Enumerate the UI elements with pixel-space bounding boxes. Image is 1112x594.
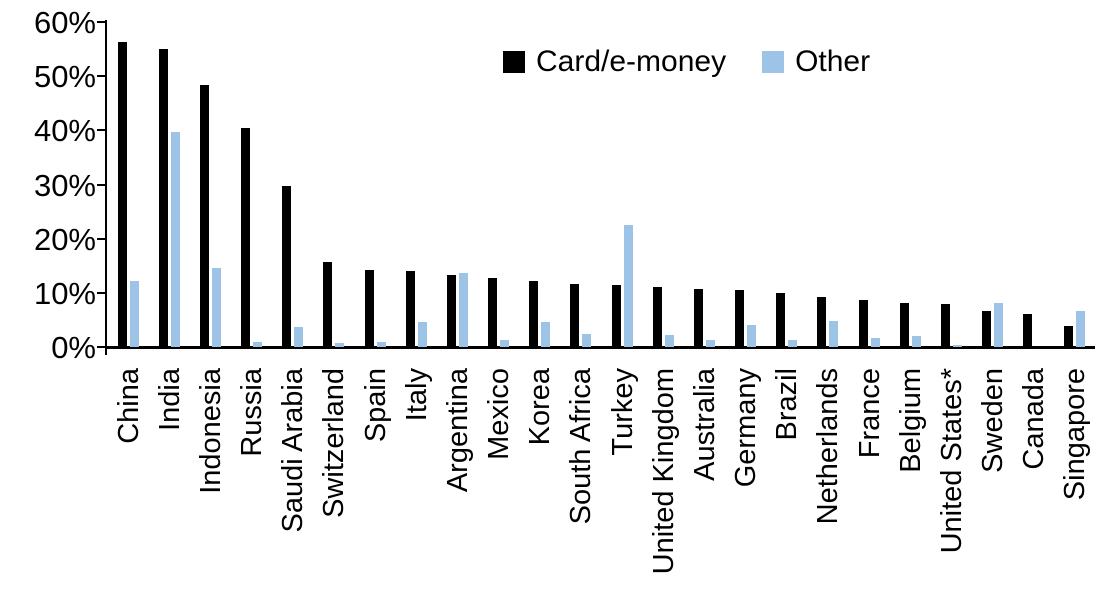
bar-other-saudi-arabia	[294, 327, 303, 347]
bar-card-e-money-brazil	[776, 293, 785, 347]
bar-card-e-money-germany	[735, 290, 744, 347]
y-axis-tick-mark-30	[97, 183, 106, 186]
legend-swatch-other	[762, 51, 785, 73]
bar-card-e-money-sweden	[982, 311, 991, 347]
bar-other-netherlands	[829, 321, 838, 347]
bar-other-brazil	[788, 340, 797, 347]
bar-other-switzerland	[335, 343, 344, 347]
bar-card-e-money-korea	[529, 281, 538, 347]
y-axis-tick-mark-20	[97, 237, 106, 240]
bar-card-e-money-china	[118, 42, 127, 347]
bar-other-korea	[541, 322, 550, 347]
bar-other-india	[171, 132, 180, 347]
bar-card-e-money-united-kingdom	[653, 287, 662, 347]
bar-other-indonesia	[212, 268, 221, 347]
legend-label-other: Other	[795, 45, 871, 78]
x-label-argentina: Argentina	[442, 368, 474, 493]
bar-other-china	[130, 281, 139, 347]
bar-other-russia	[253, 342, 262, 347]
bar-other-mexico	[500, 340, 509, 347]
bar-other-argentina	[459, 273, 468, 347]
bar-card-e-money-canada	[1023, 314, 1032, 347]
y-axis-tick-label-0: 0%	[51, 330, 96, 365]
x-label-saudi-arabia: Saudi Arabia	[277, 368, 309, 533]
x-label-brazil: Brazil	[771, 368, 803, 441]
bar-card-e-money-argentina	[447, 275, 456, 347]
bar-card-e-money-netherlands	[817, 297, 826, 347]
x-label-china: China	[113, 368, 145, 444]
y-axis-tick-label-30: 30%	[33, 167, 96, 203]
bar-card-e-money-france	[859, 300, 868, 347]
bar-card-e-money-italy	[406, 271, 415, 347]
x-label-india: India	[154, 368, 186, 431]
x-label-turkey: Turkey	[607, 368, 639, 456]
bar-other-italy	[418, 322, 427, 347]
bar-other-united-kingdom	[665, 335, 674, 347]
x-label-france: France	[854, 368, 886, 459]
x-label-singapore: Singapore	[1059, 368, 1091, 501]
y-axis-tick-label-40: 40%	[33, 113, 96, 149]
x-label-belgium: Belgium	[895, 368, 927, 473]
bar-card-e-money-australia	[694, 289, 703, 347]
bar-card-e-money-spain	[365, 270, 374, 347]
bar-card-e-money-indonesia	[200, 85, 209, 347]
x-label-korea: Korea	[524, 368, 556, 446]
x-label-australia: Australia	[689, 368, 721, 481]
bar-other-australia	[706, 340, 715, 347]
x-label-sweden: Sweden	[977, 368, 1009, 473]
y-axis-tick-mark-10	[97, 291, 106, 294]
x-label-netherlands: Netherlands	[812, 368, 844, 525]
x-axis	[105, 346, 1095, 349]
x-label-russia: Russia	[236, 368, 268, 457]
bar-other-singapore	[1076, 311, 1085, 347]
y-axis-tick-mark-40	[97, 129, 106, 132]
bar-card-e-money-belgium	[900, 303, 909, 347]
bar-other-spain	[377, 342, 386, 347]
x-label-indonesia: Indonesia	[195, 368, 227, 494]
x-label-germany: Germany	[730, 368, 762, 488]
bar-other-france	[871, 338, 880, 347]
bar-card-e-money-india	[159, 49, 168, 347]
x-label-switzerland: Switzerland	[318, 368, 350, 518]
bar-other-south-africa	[582, 334, 591, 347]
bar-other-belgium	[912, 336, 921, 347]
bar-card-e-money-switzerland	[323, 262, 332, 347]
x-label-spain: Spain	[360, 368, 392, 443]
bar-card-e-money-mexico	[488, 278, 497, 347]
y-axis-tick-mark-50	[97, 75, 106, 78]
x-label-united-states: United States*	[936, 368, 968, 554]
bar-card-e-money-south-africa	[570, 284, 579, 347]
x-label-south-africa: South Africa	[565, 368, 597, 525]
y-axis-tick-label-50: 50%	[33, 59, 96, 95]
y-axis-tick-label-10: 10%	[33, 275, 96, 311]
y-axis-tick-mark-60	[97, 21, 106, 23]
bar-other-germany	[747, 325, 756, 347]
y-axis-tick-mark-0	[97, 346, 106, 348]
bar-other-united-states	[953, 345, 962, 347]
x-label-italy: Italy	[401, 368, 433, 422]
y-axis	[105, 20, 107, 355]
bar-card-e-money-singapore	[1064, 326, 1073, 347]
legend-item-other: Other	[762, 47, 870, 77]
legend-item-card-e-money: Card/e-money	[503, 47, 726, 77]
bar-other-turkey	[624, 225, 633, 347]
x-label-united-kingdom: United Kingdom	[648, 368, 680, 575]
y-axis-tick-label-20: 20%	[33, 221, 96, 257]
bar-card-e-money-saudi-arabia	[282, 186, 291, 347]
chart-legend: Card/e-money Other	[503, 47, 870, 77]
bar-card-e-money-turkey	[612, 285, 621, 347]
bar-card-e-money-united-states	[941, 304, 950, 347]
y-axis-tick-label-60: 60%	[33, 5, 96, 40]
x-label-mexico: Mexico	[483, 368, 515, 460]
bar-other-sweden	[994, 303, 1003, 347]
bar-card-e-money-russia	[241, 128, 250, 347]
legend-label-card-e-money: Card/e-money	[536, 45, 727, 78]
legend-swatch-card-e-money	[503, 51, 525, 73]
x-label-canada: Canada	[1018, 368, 1050, 470]
